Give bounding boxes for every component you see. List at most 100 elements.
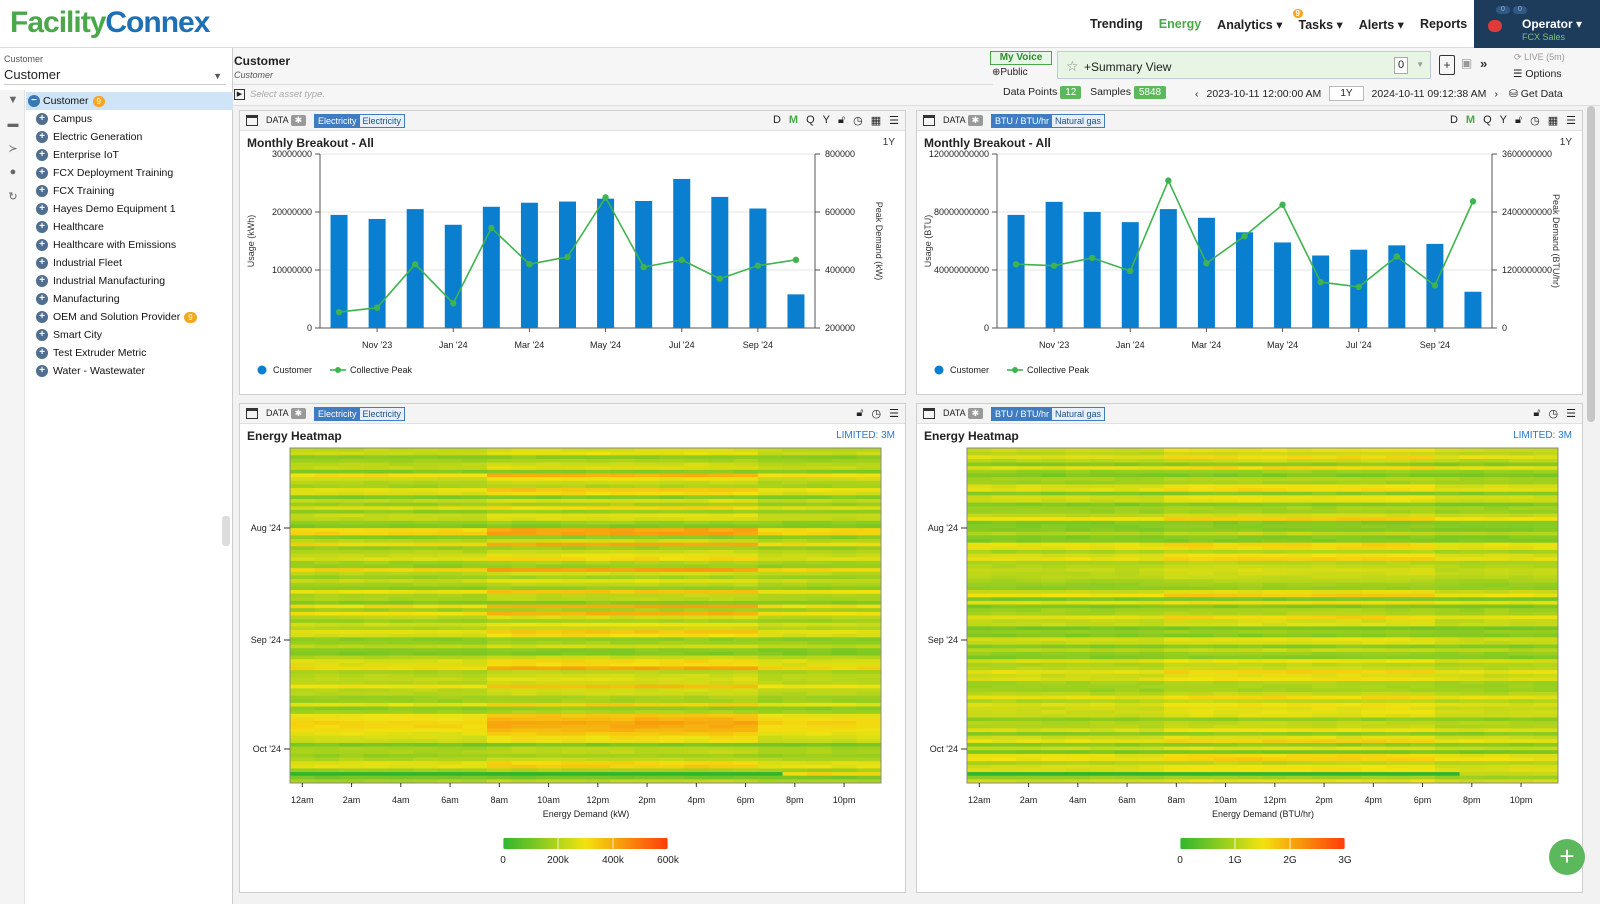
new-view-icon[interactable]: + (1439, 55, 1455, 75)
expand-icon[interactable]: + (36, 149, 48, 161)
expand-icon[interactable]: + (36, 293, 48, 305)
minus-icon[interactable]: ▬ (7, 118, 19, 130)
tree-item[interactable]: + Smart City (26, 326, 233, 344)
interval-year-button[interactable]: Y (1499, 114, 1507, 126)
lock-icon[interactable]: 🔓︎ (837, 114, 846, 126)
tree-item[interactable]: + Hayes Demo Equipment 1 (26, 200, 233, 218)
electricity-tag[interactable]: Electricity Electricity (314, 407, 406, 421)
lock-icon[interactable]: 🔓︎ (1514, 114, 1523, 126)
refresh-icon[interactable]: ↻ (8, 191, 18, 203)
interval-day-button[interactable]: D (1449, 114, 1458, 126)
notification-badge[interactable]: 0 (1513, 6, 1527, 14)
menu-icon[interactable]: ☰ (1566, 115, 1576, 127)
asset-type-input[interactable]: Select asset type. (250, 89, 325, 100)
play-icon[interactable]: ▶ (234, 89, 245, 100)
tree-item[interactable]: + Campus (26, 110, 233, 128)
filter-icon[interactable]: ▼ (7, 94, 19, 106)
view-selector[interactable]: ☆ +Summary View 0 ▼ (1057, 51, 1431, 79)
options-button[interactable]: ☰ Options (1513, 68, 1562, 80)
tree-item[interactable]: + Healthcare with Emissions (26, 236, 233, 254)
panel-icon[interactable] (923, 115, 935, 126)
interval-quarter-button[interactable]: Q (1483, 114, 1492, 126)
gas-tag[interactable]: BTU / BTU/hr Natural gas (991, 407, 1106, 421)
tree-item[interactable]: + Manufacturing (26, 290, 233, 308)
chevron-left-icon[interactable]: ‹ (1195, 87, 1199, 100)
add-panel-button[interactable]: + (1549, 839, 1585, 875)
menu-icon[interactable]: ☰ (889, 115, 899, 127)
end-date[interactable]: 2024-10-11 09:12:38 AM (1371, 87, 1487, 100)
tree-item[interactable]: + Test Extruder Metric (26, 344, 233, 362)
nav-item[interactable]: Alerts ▾ (1358, 18, 1404, 32)
tree-item[interactable]: + FCX Training (26, 182, 233, 200)
collapse-icon[interactable]: − (28, 95, 40, 107)
expand-icon[interactable]: + (36, 185, 48, 197)
clock-icon[interactable]: ◷ (1530, 115, 1540, 127)
limited-badge[interactable]: LIMITED: 3M (1513, 430, 1572, 441)
public-toggle[interactable]: ⊕Public (992, 67, 1028, 78)
data-button[interactable]: DATA ✱ (943, 408, 984, 419)
interval-quarter-button[interactable]: Q (806, 114, 815, 126)
lock-icon[interactable]: 🔓︎ (1533, 407, 1541, 419)
menu-icon[interactable]: ☰ (889, 408, 899, 420)
app-logo[interactable]: FacilityConnex (10, 6, 210, 40)
table-icon[interactable]: ▦ (1547, 115, 1559, 127)
expand-icon[interactable]: + (36, 365, 48, 377)
chat-icon[interactable] (1488, 20, 1502, 32)
expand-icon[interactable]: + (36, 329, 48, 341)
nav-item[interactable]: Analytics ▾ (1217, 18, 1283, 32)
nav-item[interactable]: Trending (1090, 17, 1143, 31)
electricity-tag[interactable]: Electricity Electricity (314, 114, 406, 128)
range-selector[interactable]: 1Y (1329, 86, 1364, 101)
chevron-right-icon[interactable]: › (1494, 87, 1498, 100)
expand-icon[interactable]: + (36, 203, 48, 215)
tree-item[interactable]: − Customer 9 (26, 92, 233, 110)
table-icon[interactable]: ▦ (870, 115, 882, 127)
panel-icon[interactable] (923, 408, 935, 419)
live-indicator[interactable]: ⟳ LIVE (5m) (1514, 52, 1565, 63)
sidebar-resize-handle[interactable] (222, 516, 230, 546)
nav-item[interactable]: Energy (1158, 17, 1202, 31)
interval-month-button[interactable]: M (1465, 114, 1476, 126)
get-data-button[interactable]: ⛁ Get Data (1509, 88, 1563, 100)
expand-icon[interactable]: + (36, 167, 48, 179)
limited-badge[interactable]: LIMITED: 3M (836, 430, 895, 441)
tree-item[interactable]: + Industrial Manufacturing (26, 272, 233, 290)
tree-item[interactable]: + Water - Wastewater (26, 362, 233, 380)
panel-icon[interactable] (246, 408, 258, 419)
terminal-icon[interactable]: ≻ (8, 143, 18, 155)
tree-item[interactable]: + OEM and Solution Provider 9 (26, 308, 233, 326)
double-chevron-right-icon[interactable]: » (1480, 56, 1488, 71)
chevron-down-icon[interactable]: ▼ (1416, 60, 1424, 69)
start-date[interactable]: 2023-10-11 12:00:00 AM (1206, 87, 1322, 100)
expand-icon[interactable]: + (36, 257, 48, 269)
vertical-scrollbar[interactable] (1587, 106, 1595, 422)
panel-icon[interactable] (246, 115, 258, 126)
expand-icon[interactable]: + (36, 347, 48, 359)
clock-icon[interactable]: ◷ (871, 408, 882, 420)
tree-item[interactable]: + Industrial Fleet (26, 254, 233, 272)
expand-icon[interactable]: + (36, 311, 48, 323)
nav-item[interactable]: Tasks ▾ 9 (1292, 9, 1343, 32)
data-button[interactable]: DATA ✱ (266, 408, 307, 419)
lock-icon[interactable]: 🔓︎ (856, 407, 864, 419)
user-menu[interactable]: 0 0 Operator ▾ FCX Sales (1474, 0, 1600, 48)
clock-icon[interactable]: ◷ (853, 115, 863, 127)
record-icon[interactable]: ● (9, 166, 17, 178)
tree-item[interactable]: + Healthcare (26, 218, 233, 236)
tree-item[interactable]: + Enterprise IoT (26, 146, 233, 164)
nav-item[interactable]: Reports (1419, 17, 1468, 31)
interval-day-button[interactable]: D (772, 114, 781, 126)
expand-icon[interactable]: + (36, 131, 48, 143)
expand-icon[interactable]: + (36, 113, 48, 125)
save-icon[interactable]: ▣ (1461, 56, 1473, 70)
expand-icon[interactable]: + (36, 275, 48, 287)
customer-select[interactable]: Customer ▼ (4, 67, 226, 85)
star-icon[interactable]: ☆ (1066, 58, 1079, 74)
data-button[interactable]: DATA ✱ (943, 115, 984, 126)
expand-icon[interactable]: + (36, 221, 48, 233)
user-name[interactable]: Operator ▾ (1522, 17, 1583, 31)
my-voice-button[interactable]: My Voice (990, 51, 1052, 65)
expand-icon[interactable]: + (36, 239, 48, 251)
interval-year-button[interactable]: Y (822, 114, 830, 126)
interval-month-button[interactable]: M (788, 114, 799, 126)
